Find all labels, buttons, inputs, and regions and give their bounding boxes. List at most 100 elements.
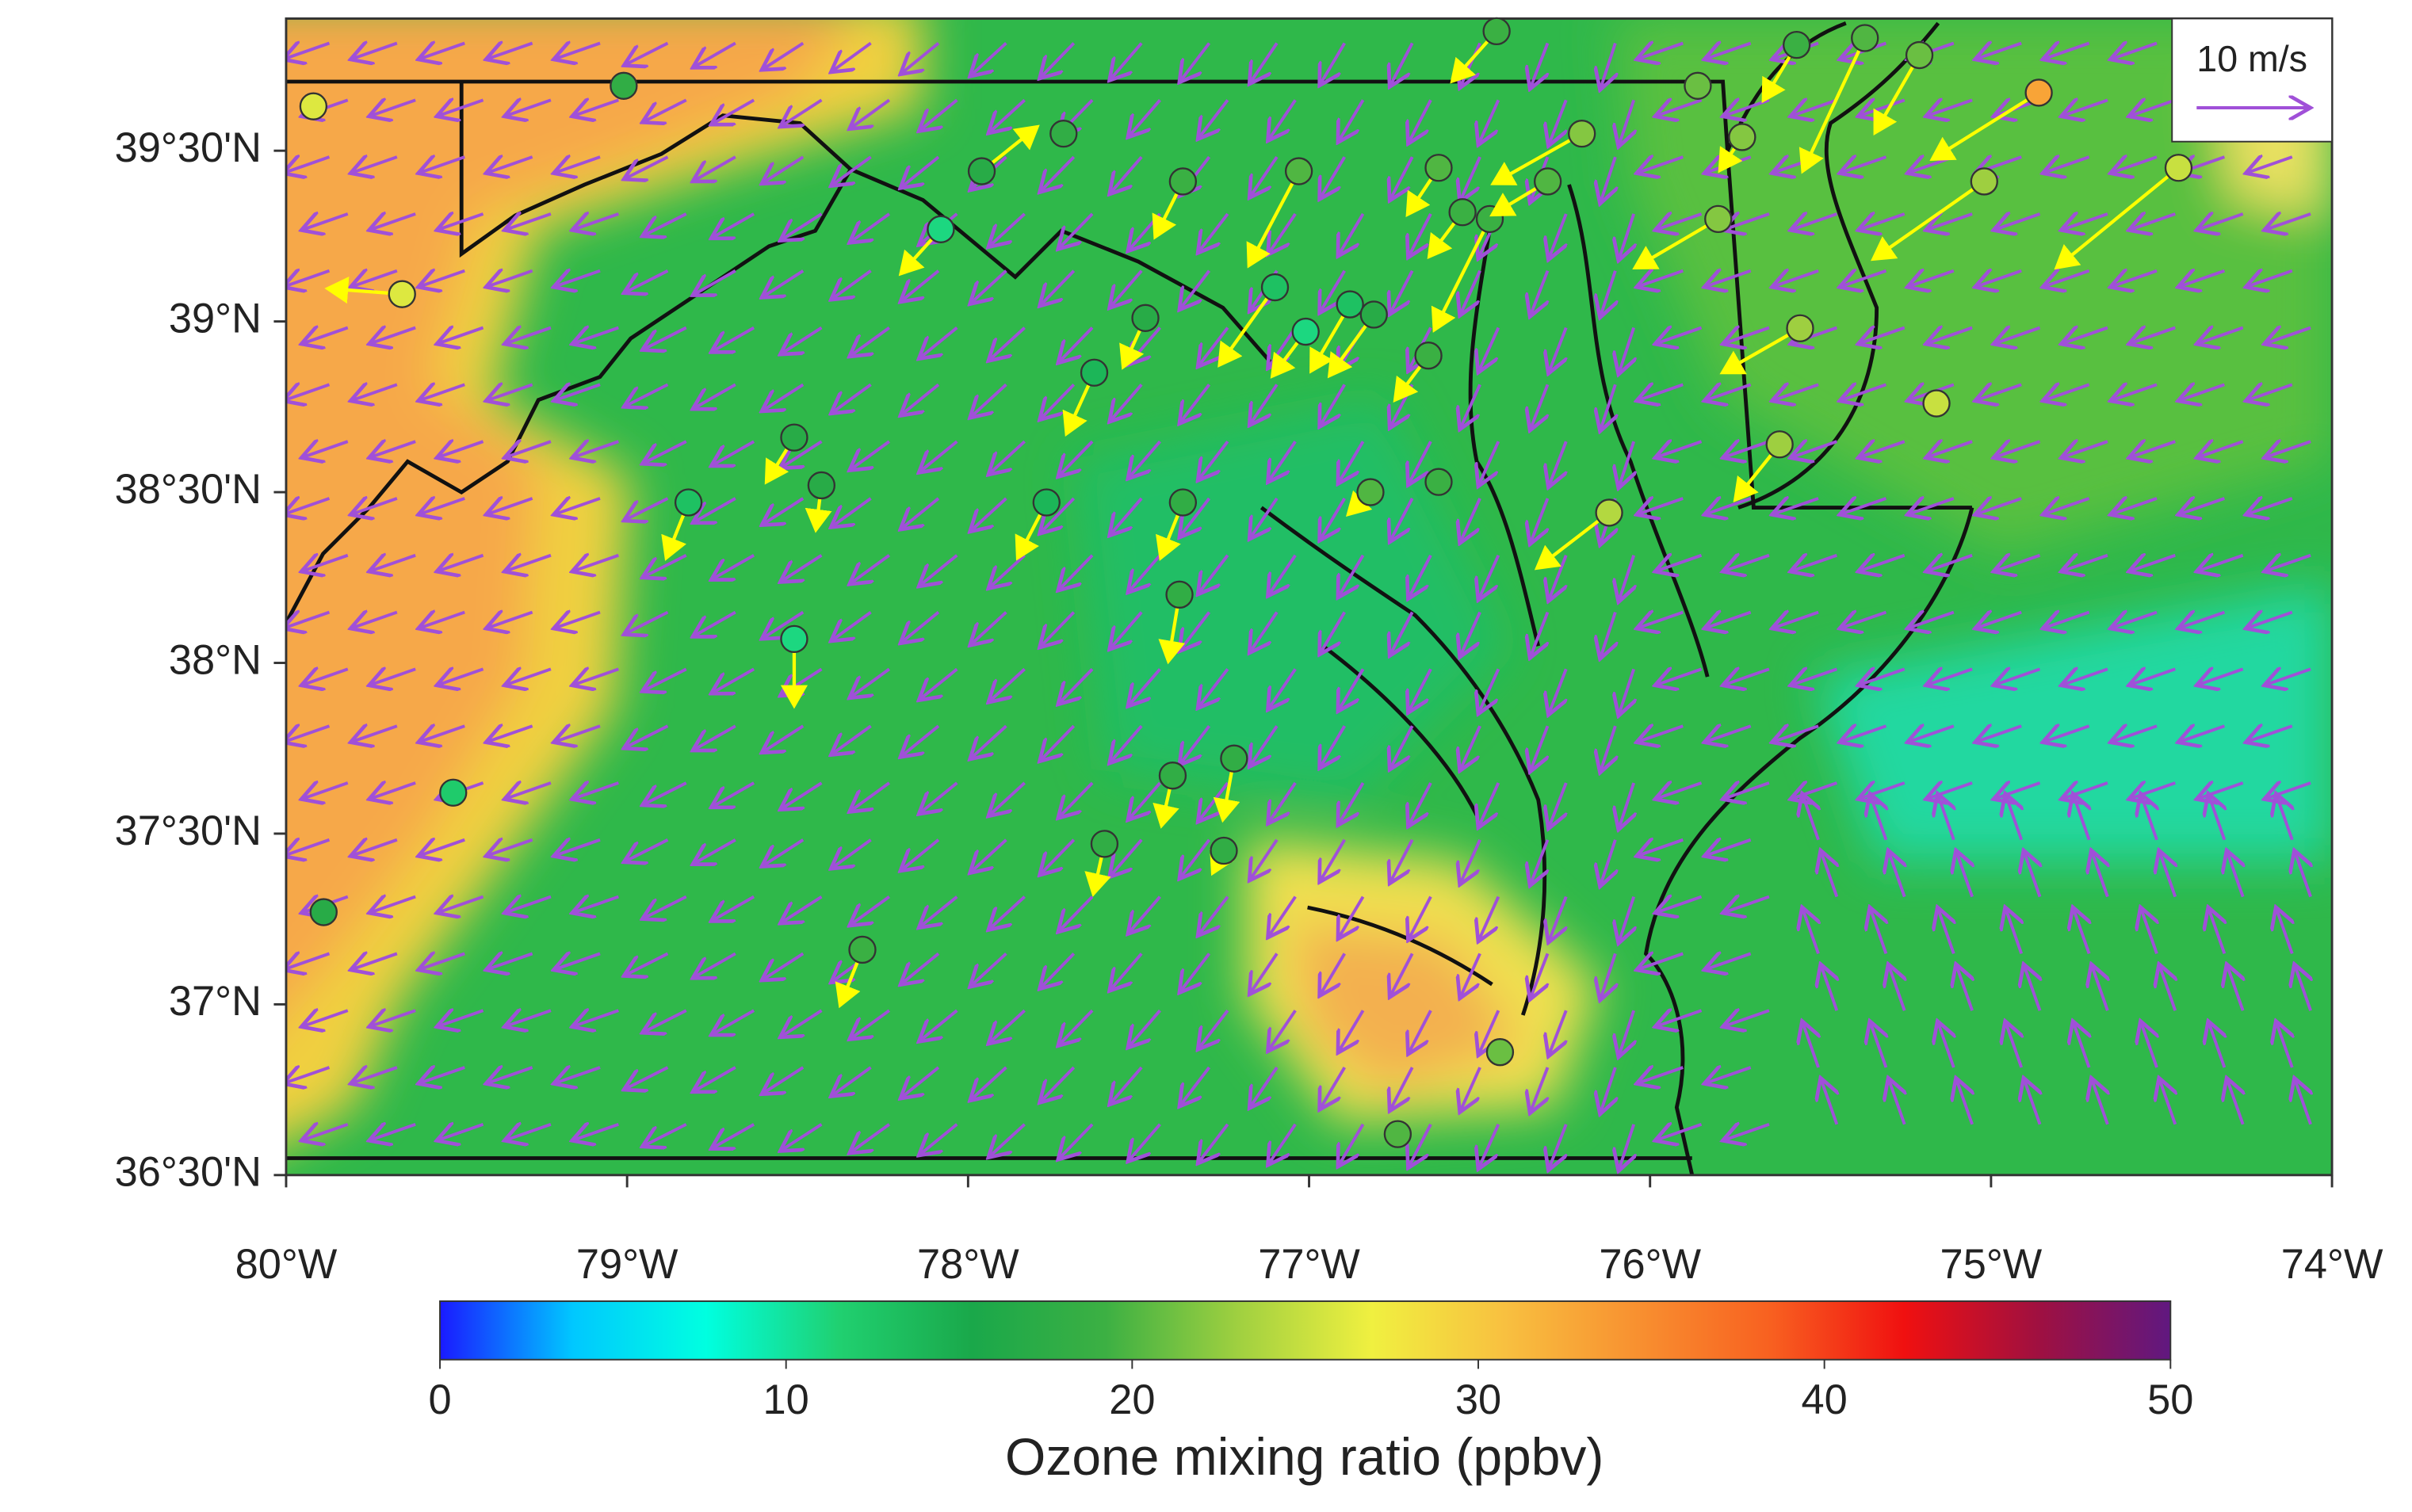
- model-wind-arrow: [2046, 726, 2090, 741]
- model-wind-arrow: [1461, 838, 1481, 882]
- model-wind-arrow: [764, 610, 805, 638]
- model-wind-arrow: [2160, 853, 2175, 898]
- model-wind-arrow: [2295, 853, 2311, 898]
- model-wind-arrow: [714, 440, 755, 464]
- model-wind-arrow: [1321, 384, 1346, 424]
- station-marker: [299, 92, 328, 120]
- model-wind-arrow: [575, 214, 619, 229]
- model-wind-arrow: [2113, 498, 2158, 514]
- model-wind-arrow: [507, 669, 552, 684]
- x-tick-label: 79°W: [576, 1242, 678, 1288]
- model-wind-arrow: [1461, 269, 1481, 313]
- model-wind-arrow: [2181, 384, 2226, 399]
- model-wind-arrow: [1480, 441, 1500, 483]
- model-wind-arrow: [1199, 212, 1229, 250]
- model-wind-arrow: [2142, 910, 2157, 955]
- model-wind-arrow: [783, 895, 823, 922]
- model-wind-arrow: [1619, 99, 1634, 143]
- model-wind-arrow: [972, 269, 1007, 302]
- y-tick-label: 38°N: [169, 637, 262, 683]
- model-wind-arrow: [421, 613, 465, 628]
- model-wind-arrow: [1793, 669, 1837, 684]
- model-wind-arrow: [833, 1066, 872, 1094]
- observed-wind-arrow: [1871, 180, 1986, 262]
- model-wind-arrow: [1601, 839, 1615, 884]
- model-wind-arrow: [764, 838, 805, 865]
- model-wind-arrow: [507, 441, 552, 456]
- model-wind-arrow: [1601, 953, 1615, 997]
- model-wind-arrow: [489, 384, 533, 399]
- model-wind-arrow: [2160, 1081, 2175, 1125]
- model-wind-arrow: [1181, 724, 1211, 762]
- model-wind-arrow: [1842, 271, 1887, 286]
- model-wind-arrow: [2227, 967, 2242, 1011]
- model-wind-arrow: [1928, 214, 1973, 229]
- model-wind-arrow: [1658, 897, 1703, 912]
- model-wind-arrow: [1251, 497, 1279, 536]
- model-wind-arrow: [1531, 953, 1548, 996]
- model-wind-arrow: [921, 895, 958, 926]
- model-wind-arrow: [1793, 214, 1837, 229]
- model-wind-arrow: [852, 326, 891, 355]
- model-wind-arrow: [489, 1067, 533, 1082]
- station-marker: [1684, 71, 1712, 100]
- observed-wind-arrow: [1534, 511, 1611, 571]
- model-wind-arrow: [921, 554, 958, 585]
- station-marker: [1728, 123, 1756, 151]
- model-wind-arrow: [1658, 556, 1703, 571]
- model-wind-arrow: [783, 554, 823, 581]
- model-wind-arrow: [1042, 611, 1076, 646]
- model-wind-arrow: [1726, 441, 1770, 456]
- model-wind-arrow: [991, 667, 1026, 700]
- model-wind-arrow: [2024, 967, 2039, 1011]
- model-wind-arrow: [1061, 1123, 1094, 1158]
- model-wind-arrow: [1321, 953, 1346, 993]
- model-wind-arrow: [2267, 214, 2311, 229]
- station-marker: [1448, 198, 1477, 227]
- model-wind-arrow: [1707, 953, 1752, 968]
- model-wind-arrow: [1861, 214, 1906, 229]
- station-marker: [1080, 358, 1109, 387]
- model-wind-arrow: [833, 41, 872, 70]
- model-wind-arrow: [2131, 441, 2176, 456]
- model-wind-arrow: [903, 269, 940, 300]
- model-wind-arrow: [1199, 99, 1229, 136]
- model-wind-arrow: [1978, 271, 2022, 286]
- model-wind-arrow: [1321, 42, 1346, 82]
- model-wind-arrow: [489, 726, 533, 741]
- reference-label: 10 m/s: [2196, 38, 2307, 79]
- observed-wind-arrow: [1719, 326, 1802, 375]
- observed-wind-arrow: [1490, 132, 1583, 185]
- model-wind-arrow: [1199, 554, 1229, 592]
- model-wind-arrow: [556, 840, 601, 855]
- model-wind-arrow: [2064, 441, 2108, 456]
- model-wind-arrow: [852, 212, 891, 241]
- model-wind-arrow: [1409, 441, 1432, 483]
- model-wind-arrow: [1726, 897, 1770, 912]
- model-wind-arrow: [764, 1066, 805, 1093]
- model-wind-arrow: [2113, 726, 2158, 741]
- model-wind-arrow: [1480, 1123, 1500, 1166]
- model-wind-arrow: [972, 952, 1007, 984]
- model-wind-arrow: [1321, 611, 1346, 652]
- model-wind-arrow: [285, 43, 331, 58]
- model-wind-arrow: [1978, 726, 2022, 741]
- model-wind-arrow: [354, 271, 398, 286]
- model-wind-arrow: [2131, 669, 2176, 684]
- station-marker: [967, 157, 996, 185]
- model-wind-arrow: [1391, 953, 1414, 995]
- model-wind-arrow: [489, 613, 533, 628]
- model-wind-arrow: [1861, 669, 1906, 684]
- model-wind-arrow: [1658, 669, 1703, 684]
- model-wind-arrow: [1461, 384, 1481, 426]
- model-wind-arrow: [1928, 441, 1973, 456]
- model-wind-arrow: [1340, 554, 1365, 595]
- model-wind-arrow: [285, 271, 331, 286]
- model-wind-arrow: [1181, 1066, 1211, 1104]
- model-wind-arrow: [1251, 156, 1279, 195]
- model-wind-arrow: [421, 157, 465, 172]
- station-marker: [1568, 119, 1596, 148]
- model-wind-arrow: [1928, 556, 1973, 571]
- model-wind-arrow: [1531, 1067, 1548, 1110]
- model-wind-arrow: [852, 440, 891, 468]
